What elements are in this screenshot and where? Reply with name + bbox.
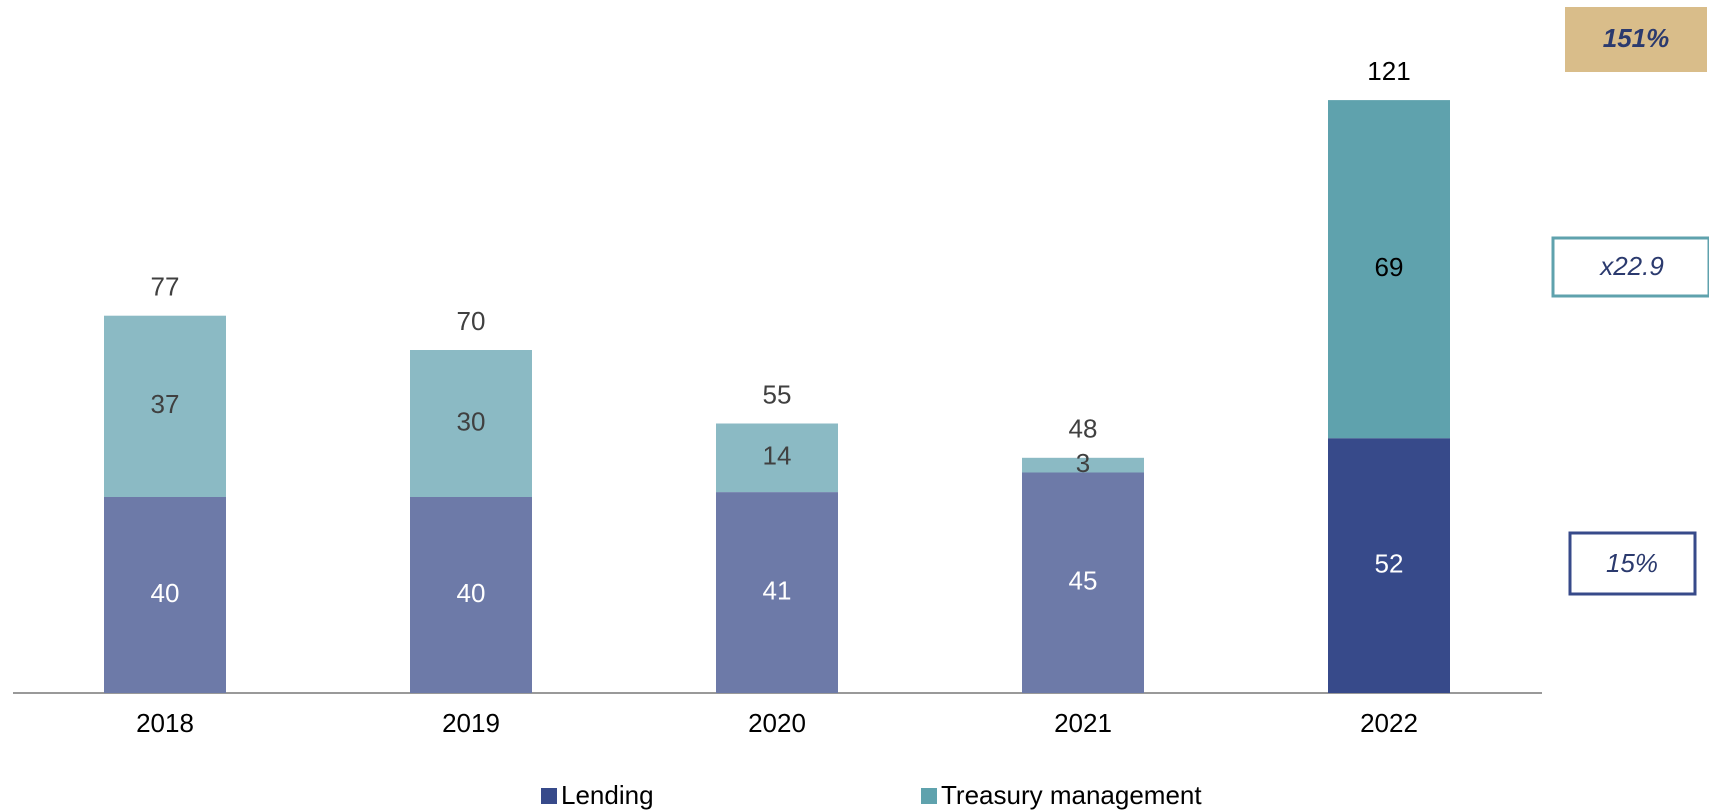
legend-swatch (921, 788, 937, 804)
bar-segment (410, 350, 532, 497)
data-label: 37 (151, 389, 180, 419)
total-label: 77 (151, 272, 180, 302)
data-label: 69 (1375, 252, 1404, 282)
annotation-box (1565, 7, 1707, 72)
data-label: 3 (1076, 448, 1090, 478)
legend-swatch (541, 788, 557, 804)
bar-segment (716, 492, 838, 693)
x-tick-label: 2020 (748, 708, 806, 738)
total-label: 55 (763, 379, 792, 409)
bar-segment (410, 497, 532, 693)
annotation: 15% (1606, 548, 1658, 578)
annotation: 151% (1603, 23, 1670, 53)
data-label: 52 (1375, 548, 1404, 578)
data-label: 14 (763, 441, 792, 471)
x-tick-label: 2019 (442, 708, 500, 738)
annotation-box (1551, 236, 1709, 298)
bar-segment (1328, 100, 1450, 439)
total-label: 70 (457, 306, 486, 336)
legend-label: Treasury management (941, 780, 1202, 810)
bar-segment (1328, 438, 1450, 693)
data-label: 40 (457, 578, 486, 608)
x-tick-label: 2022 (1360, 708, 1418, 738)
annotation-box (1568, 531, 1697, 596)
data-label: 45 (1069, 566, 1098, 596)
x-tick-label: 2018 (136, 708, 194, 738)
data-label: 30 (457, 406, 486, 436)
bar-segment (716, 423, 838, 493)
bar-segment (104, 497, 226, 693)
bar-segment (104, 315, 226, 497)
data-label: 41 (763, 575, 792, 605)
total-label: 48 (1069, 414, 1098, 444)
data-label: 40 (151, 578, 180, 608)
bar-segment (1022, 457, 1144, 473)
legend-label: Lending (561, 780, 654, 810)
bar-segment (1022, 472, 1144, 693)
total-label: 121 (1367, 56, 1410, 86)
x-tick-label: 2021 (1054, 708, 1112, 738)
annotation: x22.9 (1598, 251, 1664, 281)
